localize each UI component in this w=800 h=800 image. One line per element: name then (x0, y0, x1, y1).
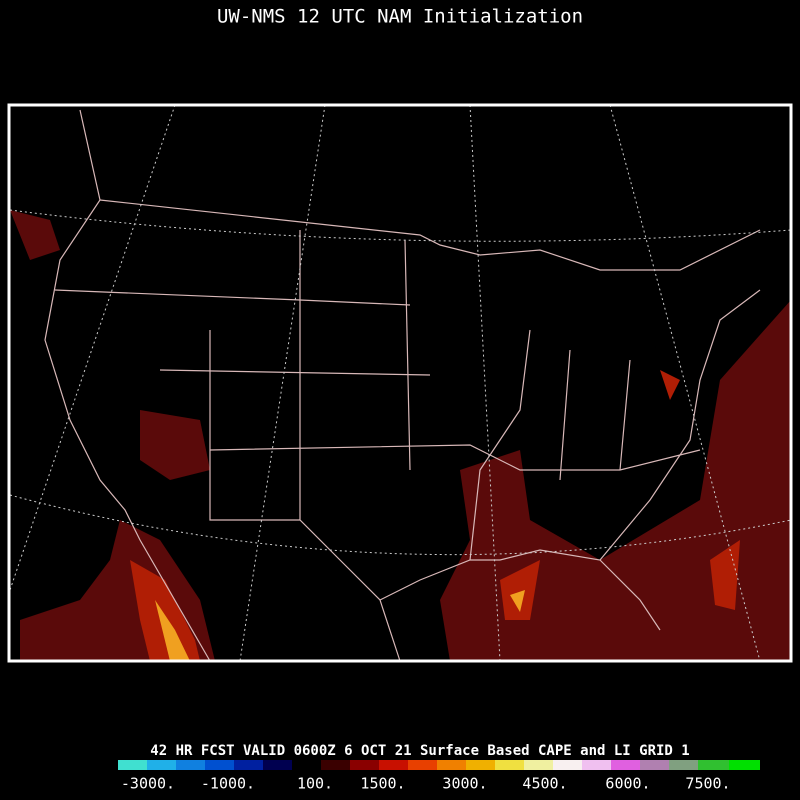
cape-shading-high (155, 590, 525, 661)
colorbar-swatch (176, 760, 205, 770)
map (7, 103, 793, 663)
colorbar-swatch (495, 760, 524, 770)
colorbar-swatch (437, 760, 466, 770)
graticule (9, 104, 792, 662)
caption: 42 HR FCST VALID 0600Z 6 OCT 21 Surface … (150, 743, 689, 759)
colorbar-label: 3000. (442, 775, 487, 793)
colorbar-swatch (205, 760, 234, 770)
colorbar-swatch (611, 760, 640, 770)
colorbar-swatch (553, 760, 582, 770)
colorbar-swatch (379, 760, 408, 770)
colorbar-swatch (582, 760, 611, 770)
colorbar (118, 760, 760, 770)
colorbar-swatch (640, 760, 669, 770)
colorbar-label: 4500. (522, 775, 567, 793)
map-frame (7, 103, 793, 663)
colorbar-label: -3000. (121, 775, 175, 793)
colorbar-swatch (147, 760, 176, 770)
colorbar-swatch (292, 760, 321, 770)
colorbar-swatch (234, 760, 263, 770)
colorbar-label: -1000. (201, 775, 255, 793)
colorbar-swatch (321, 760, 350, 770)
colorbar-swatch (698, 760, 729, 770)
colorbar-swatch (669, 760, 698, 770)
colorbar-swatch (466, 760, 495, 770)
title: UW-NMS 12 UTC NAM Initialization (217, 6, 583, 28)
colorbar-swatch (408, 760, 437, 770)
colorbar-swatch (350, 760, 379, 770)
colorbar-label: 6000. (605, 775, 650, 793)
colorbar-label: 100. (297, 775, 333, 793)
colorbar-label: 1500. (360, 775, 405, 793)
boundaries (44, 109, 761, 662)
colorbar-swatch (118, 760, 147, 770)
cape-shading-mid (130, 370, 740, 661)
colorbar-swatch (729, 760, 760, 770)
colorbar-label: 7500. (685, 775, 730, 793)
colorbar-labels: -3000. -1000. 100. 1500. 3000. 4500. 6000. 7500… (121, 775, 731, 793)
colorbar-swatch (263, 760, 292, 770)
colorbar-swatch (524, 760, 553, 770)
